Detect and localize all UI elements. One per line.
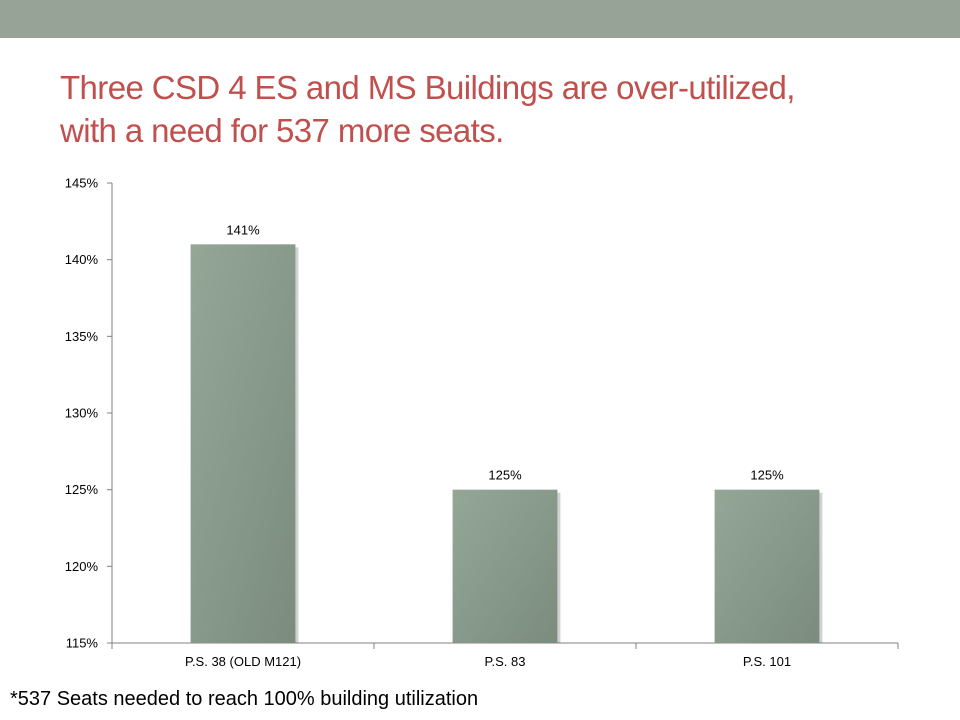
y-tick-label: 120%	[65, 559, 99, 574]
y-tick-label: 135%	[65, 329, 99, 344]
y-tick-label: 130%	[65, 406, 99, 421]
data-label: 125%	[488, 468, 522, 483]
y-tick-label: 125%	[65, 482, 99, 497]
data-label: 141%	[226, 222, 260, 237]
x-tick-label: P.S. 101	[743, 654, 791, 669]
data-label: 125%	[750, 468, 784, 483]
title-line-1: Three CSD 4 ES and MS Buildings are over…	[60, 69, 795, 106]
top-band	[0, 0, 960, 38]
chart-labels: 115% 120% 125% 130% 135% 140% 145% 141% P.S. 38 …	[65, 176, 791, 670]
bar	[190, 244, 296, 644]
chart-bars	[190, 244, 823, 644]
slide-title: Three CSD 4 ES and MS Buildings are over…	[60, 66, 920, 152]
footnote: *537 Seats needed to reach 100% building…	[10, 688, 479, 710]
y-tick-label: 145%	[65, 176, 99, 191]
bar	[452, 489, 558, 643]
bar	[714, 489, 820, 643]
x-tick-label: P.S. 38 (OLD M121)	[185, 654, 301, 669]
y-tick-label: 140%	[65, 252, 99, 267]
y-tick-label: 115%	[66, 636, 99, 651]
title-line-2: with a need for 537 more seats.	[60, 112, 504, 149]
x-tick-label: P.S. 83	[485, 654, 526, 669]
bar-chart: 115% 120% 125% 130% 135% 140% 145% 141% P.S. 38 …	[65, 176, 899, 670]
